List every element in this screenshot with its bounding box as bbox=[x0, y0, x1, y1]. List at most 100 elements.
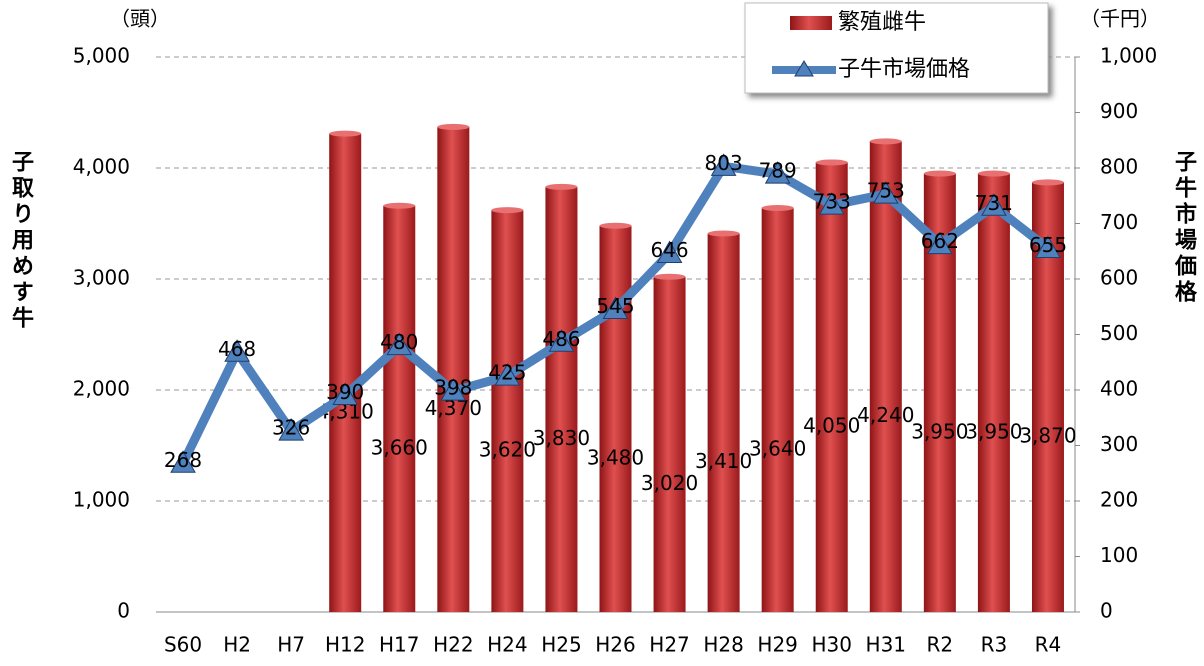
line-marker bbox=[764, 161, 791, 184]
line-value-label: 646 bbox=[650, 238, 688, 262]
bar bbox=[977, 173, 1010, 613]
legend-swatch bbox=[790, 16, 832, 30]
bar-top bbox=[383, 202, 416, 209]
x-tick-label: H24 bbox=[487, 633, 528, 657]
line-marker bbox=[926, 231, 953, 255]
bar-top bbox=[977, 170, 1010, 177]
bar-value-label: 3,480 bbox=[587, 445, 644, 469]
x-tick-label: H30 bbox=[811, 633, 852, 657]
line-marker bbox=[548, 329, 575, 352]
line-value-label: 425 bbox=[488, 361, 526, 385]
line-value-label: 753 bbox=[867, 179, 905, 203]
bar-value-label: 4,240 bbox=[857, 403, 914, 427]
x-tick-label: H12 bbox=[325, 633, 366, 657]
line-value-label: 789 bbox=[759, 159, 797, 183]
bar bbox=[545, 186, 578, 612]
bar-value-label: 3,020 bbox=[641, 471, 698, 495]
line-marker bbox=[278, 418, 305, 441]
line-marker bbox=[1035, 235, 1061, 258]
y-tick-label: 2,000 bbox=[73, 377, 130, 401]
legend-label: 子牛市場価格 bbox=[838, 57, 970, 82]
y2-tick-label: 800 bbox=[1100, 155, 1138, 179]
line-marker bbox=[440, 378, 467, 401]
x-tick-label: H2 bbox=[223, 633, 251, 657]
line-value-label: 268 bbox=[164, 448, 202, 472]
y2-tick-label: 1,000 bbox=[1100, 44, 1157, 68]
bar-top bbox=[599, 222, 632, 229]
bar bbox=[437, 126, 470, 613]
bar-value-label: 3,640 bbox=[749, 436, 806, 460]
bar-value-label: 3,620 bbox=[479, 438, 536, 462]
bar-top bbox=[923, 170, 956, 177]
y2-tick-label: 400 bbox=[1100, 377, 1138, 401]
line-marker bbox=[170, 450, 196, 473]
y2-tick-label: 600 bbox=[1100, 266, 1138, 290]
bar bbox=[491, 210, 524, 612]
bar-value-label: 3,660 bbox=[371, 435, 428, 459]
legend-marker bbox=[794, 60, 814, 77]
bar bbox=[761, 207, 794, 612]
y2-tick-label: 500 bbox=[1100, 321, 1138, 345]
y2-tick-label: 300 bbox=[1100, 432, 1138, 456]
line-marker bbox=[494, 363, 521, 386]
line-value-label: 545 bbox=[596, 294, 634, 318]
line-value-label: 468 bbox=[218, 337, 256, 361]
bar-top bbox=[491, 207, 524, 214]
y-unit: （頭） bbox=[110, 7, 170, 31]
y2-tick-label: 700 bbox=[1100, 210, 1138, 234]
x-tick-label: H27 bbox=[649, 633, 690, 657]
y2-unit: （千円） bbox=[1080, 7, 1160, 31]
line-marker bbox=[818, 192, 845, 215]
line-value-label: 390 bbox=[326, 380, 364, 404]
line-value-label: 803 bbox=[705, 151, 743, 175]
line-value-label: 733 bbox=[813, 190, 851, 214]
bar-value-label: 4,050 bbox=[803, 414, 860, 438]
bar-value-label: 3,870 bbox=[1019, 424, 1076, 448]
y-tick-label: 4,000 bbox=[73, 155, 130, 179]
y2-tick-label: 100 bbox=[1100, 543, 1138, 567]
x-tick-label: H17 bbox=[379, 633, 420, 657]
x-tick-label: H26 bbox=[595, 633, 636, 657]
bar bbox=[653, 276, 686, 612]
x-tick-label: H28 bbox=[703, 633, 744, 657]
bar-value-label: 3,410 bbox=[695, 449, 752, 473]
line-marker bbox=[981, 193, 1007, 216]
bar bbox=[329, 133, 362, 612]
x-tick-label: H31 bbox=[866, 633, 907, 657]
line-marker bbox=[602, 296, 629, 320]
line-value-label: 731 bbox=[975, 191, 1013, 215]
bar-top bbox=[815, 159, 848, 166]
y2-axis-label: 子牛市場価格 bbox=[1171, 150, 1198, 306]
x-tick-label: H29 bbox=[757, 633, 798, 657]
x-tick-label: R2 bbox=[927, 633, 954, 657]
bar-value-label: 3,950 bbox=[965, 419, 1022, 443]
bar bbox=[383, 205, 416, 613]
bar bbox=[815, 162, 848, 612]
bar-value-label: 3,950 bbox=[911, 419, 968, 443]
bar bbox=[869, 141, 902, 613]
y2-tick-label: 0 bbox=[1100, 599, 1113, 623]
x-tick-label: S60 bbox=[164, 633, 202, 657]
legend-label: 繁殖雌牛 bbox=[838, 10, 926, 35]
bar-top bbox=[761, 204, 794, 211]
line-marker bbox=[710, 153, 737, 176]
bar-top bbox=[707, 230, 740, 237]
bar-top bbox=[869, 138, 902, 145]
bar bbox=[707, 233, 740, 613]
line-value-label: 398 bbox=[434, 376, 472, 400]
line-marker bbox=[386, 332, 413, 356]
bar-top bbox=[1031, 179, 1064, 186]
y-tick-label: 3,000 bbox=[73, 266, 130, 290]
line-value-label: 486 bbox=[542, 327, 580, 351]
x-tick-label: H7 bbox=[277, 633, 305, 657]
y-tick-label: 5,000 bbox=[73, 44, 130, 68]
y-tick-label: 0 bbox=[117, 599, 130, 623]
bar-top bbox=[545, 183, 578, 190]
bar-top bbox=[437, 123, 470, 130]
y2-tick-label: 200 bbox=[1100, 488, 1138, 512]
line-marker bbox=[224, 339, 250, 362]
x-tick-label: H22 bbox=[433, 633, 474, 657]
bar-value-label: 3,830 bbox=[533, 426, 590, 450]
